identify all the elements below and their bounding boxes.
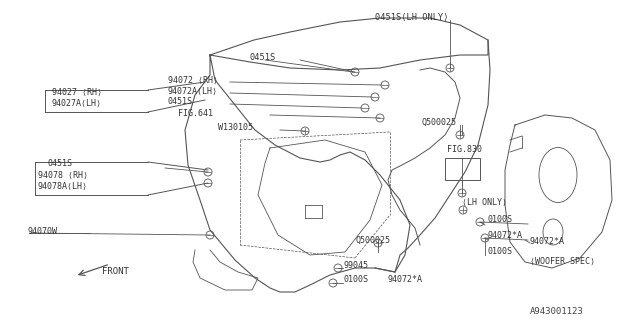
- Text: 94078 ⟨RH⟩: 94078 ⟨RH⟩: [38, 171, 88, 180]
- Text: 94072 ⟨RH⟩: 94072 ⟨RH⟩: [168, 76, 218, 84]
- Text: 0451S: 0451S: [250, 53, 276, 62]
- Text: 0100S: 0100S: [487, 215, 512, 225]
- Text: FRONT: FRONT: [102, 268, 129, 276]
- Text: Q500025: Q500025: [422, 117, 457, 126]
- Text: ⟨LH ONLY⟩: ⟨LH ONLY⟩: [462, 197, 507, 206]
- Text: FIG.641: FIG.641: [178, 108, 213, 117]
- Text: 94072*A: 94072*A: [388, 276, 423, 284]
- Text: 0451S⟨LH ONLY⟩: 0451S⟨LH ONLY⟩: [375, 12, 449, 21]
- Text: 94072A⟨LH⟩: 94072A⟨LH⟩: [168, 86, 218, 95]
- Text: 0451S: 0451S: [168, 98, 193, 107]
- Text: Q500025: Q500025: [355, 236, 390, 244]
- Text: 94078A⟨LH⟩: 94078A⟨LH⟩: [38, 181, 88, 190]
- Text: 94027 ⟨RH⟩: 94027 ⟨RH⟩: [52, 87, 102, 97]
- Text: 0100S: 0100S: [487, 247, 512, 257]
- Bar: [445, 158, 480, 180]
- Text: 94072*A: 94072*A: [530, 236, 565, 245]
- Text: 94070W: 94070W: [28, 227, 58, 236]
- Text: W130105: W130105: [218, 123, 253, 132]
- Text: 94027A⟨LH⟩: 94027A⟨LH⟩: [52, 99, 102, 108]
- Text: 99045: 99045: [344, 260, 369, 269]
- Text: A943001123: A943001123: [530, 308, 584, 316]
- Text: 0451S: 0451S: [48, 158, 73, 167]
- Text: FIG.830: FIG.830: [447, 146, 482, 155]
- Text: ⟨WOOFER SPEC⟩: ⟨WOOFER SPEC⟩: [530, 257, 595, 266]
- Text: 0100S: 0100S: [344, 276, 369, 284]
- Text: 94072*A: 94072*A: [487, 230, 522, 239]
